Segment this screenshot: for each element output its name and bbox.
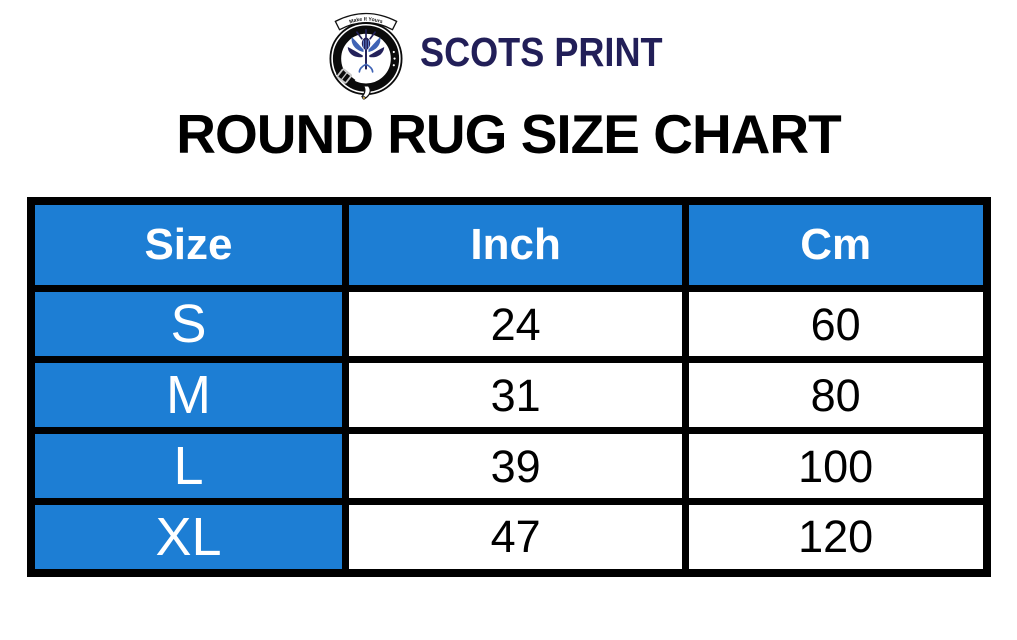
crest-banner: Make It Yours (334, 12, 398, 31)
inch-value: 24 (342, 285, 689, 363)
size-label: S (26, 285, 350, 363)
crest-banner-text: Make It Yours (348, 17, 383, 26)
size-label: M (26, 356, 350, 434)
column-header-cm: Cm (681, 197, 991, 292)
belt-buckle (335, 68, 356, 86)
table-row-s: S 24 60 (26, 285, 991, 363)
header-row: Size Inch Cm (26, 197, 991, 292)
size-chart-table: Size Inch Cm S 24 60 M 31 80 L 39 100 (26, 196, 991, 577)
inch-value: 47 (342, 498, 689, 576)
strap-tail (360, 85, 371, 100)
table-row-l: L 39 100 (26, 427, 991, 505)
column-header-size: Size (26, 197, 350, 292)
table-row-m: M 31 80 (26, 356, 991, 434)
column-header-inch: Inch (342, 197, 689, 292)
cm-value: 120 (681, 498, 991, 576)
cm-value: 80 (681, 356, 991, 434)
inch-value: 39 (342, 427, 689, 505)
svg-text:Make It Yours: Make It Yours (348, 17, 383, 26)
clan-crest-icon: Make It Yours (329, 12, 403, 100)
brand-wordmark: SCOTS PRINT (419, 28, 663, 75)
table-row-xl: XL 47 120 (26, 498, 991, 576)
size-label: XL (26, 498, 350, 576)
brand-header: Make It Yours (0, 0, 1017, 100)
cm-value: 60 (681, 285, 991, 363)
cm-value: 100 (681, 427, 991, 505)
page-title: ROUND RUG SIZE CHART (176, 103, 841, 165)
inch-value: 31 (342, 356, 689, 434)
thistle-icon (347, 28, 384, 73)
size-label: L (26, 427, 350, 505)
